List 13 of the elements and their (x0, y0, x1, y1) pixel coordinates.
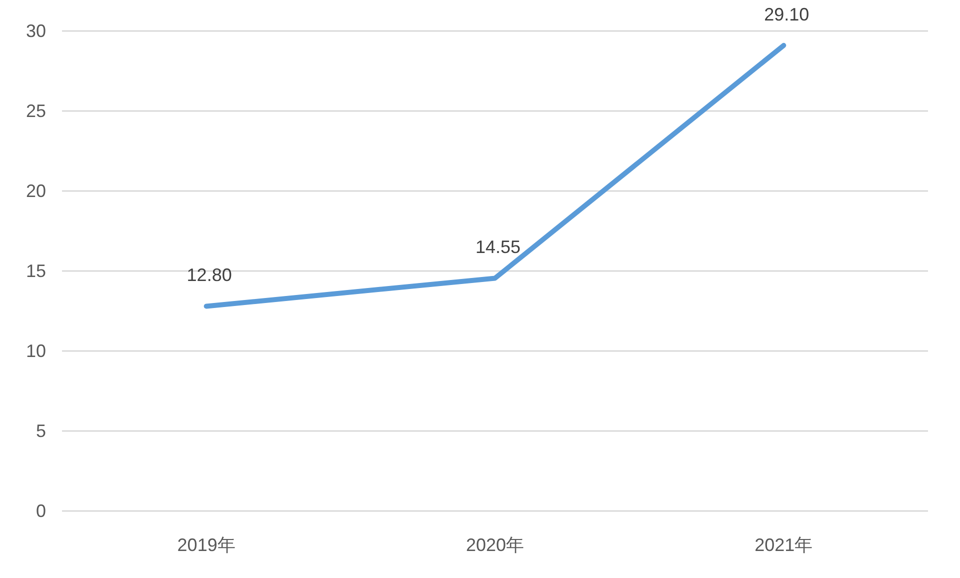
y-tick-label: 20 (26, 181, 46, 201)
y-tick-label: 0 (36, 501, 46, 521)
x-tick-label: 2019年 (177, 535, 236, 555)
y-tick-label: 25 (26, 101, 46, 121)
y-tick-label: 10 (26, 341, 46, 361)
x-tick-label: 2020年 (466, 535, 524, 555)
data-label: 29.10 (764, 4, 810, 24)
x-tick-label: 2021年 (754, 535, 813, 555)
data-label: 14.55 (475, 237, 521, 258)
y-tick-label: 30 (26, 21, 46, 41)
y-tick-label: 5 (36, 421, 46, 441)
y-tick-label: 15 (26, 261, 46, 281)
data-label: 12.80 (186, 265, 232, 286)
